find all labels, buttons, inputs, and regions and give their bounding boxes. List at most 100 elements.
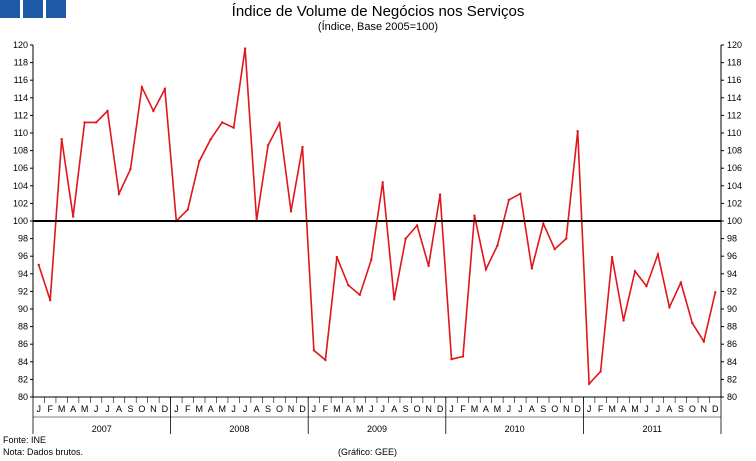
data-point xyxy=(243,47,247,50)
y-tick-label-left: 120 xyxy=(13,40,28,50)
y-tick-label-left: 112 xyxy=(14,110,28,120)
data-point xyxy=(209,137,212,141)
data-point xyxy=(622,319,625,322)
data-point xyxy=(232,126,235,129)
logo-block xyxy=(23,0,43,18)
data-point xyxy=(668,306,671,309)
data-point xyxy=(152,109,155,113)
x-tick-label-month: O xyxy=(138,404,145,414)
x-tick-label-month: J xyxy=(380,404,385,414)
y-tick-label-left: 102 xyxy=(13,198,28,208)
data-point xyxy=(473,214,476,217)
x-tick-label-month: M xyxy=(218,404,226,414)
x-tick-label-month: F xyxy=(47,404,53,414)
y-tick-label-left: 94 xyxy=(18,269,28,279)
y-tick-label-left: 116 xyxy=(14,75,28,85)
data-point xyxy=(301,145,304,149)
x-tick-label-month: O xyxy=(276,404,283,414)
x-tick-label-month: A xyxy=(345,404,351,414)
data-point xyxy=(37,263,40,267)
data-point xyxy=(530,267,533,270)
y-tick-label-left: 110 xyxy=(14,128,28,138)
data-point xyxy=(404,237,407,240)
data-point xyxy=(645,284,648,288)
data-point xyxy=(610,255,614,259)
data-point xyxy=(679,281,683,284)
x-tick-label-month: S xyxy=(678,404,684,414)
x-tick-label-month: S xyxy=(403,404,409,414)
data-point xyxy=(94,121,98,124)
x-tick-label-month: N xyxy=(288,404,295,414)
x-tick-label-month: M xyxy=(494,404,502,414)
logo-block xyxy=(46,0,66,18)
x-tick-label-month: J xyxy=(369,404,374,414)
x-tick-label-month: S xyxy=(127,404,133,414)
data-point xyxy=(106,109,109,113)
x-tick-label-month: J xyxy=(231,404,236,414)
x-tick-label-month: J xyxy=(656,404,661,414)
x-tick-label-month: M xyxy=(58,404,66,414)
x-tick-label-month: N xyxy=(701,404,708,414)
data-point xyxy=(542,222,545,225)
data-point xyxy=(381,181,384,184)
chart-subtitle: (Índice, Base 2005=100) xyxy=(317,21,439,33)
x-tick-label-month: M xyxy=(631,404,639,414)
data-point xyxy=(71,215,75,218)
y-tick-label-right: 110 xyxy=(727,128,741,138)
x-tick-label-month: J xyxy=(312,404,317,414)
y-tick-label-right: 120 xyxy=(727,40,742,50)
x-tick-label-month: D xyxy=(437,404,444,414)
x-tick-label-month: M xyxy=(356,404,364,414)
y-tick-label-left: 88 xyxy=(18,322,28,332)
x-tick-label-month: D xyxy=(574,404,581,414)
data-point xyxy=(461,355,465,358)
x-tick-label-month: S xyxy=(540,404,546,414)
y-tick-label-left: 84 xyxy=(18,357,28,367)
y-tick-label-right: 84 xyxy=(727,357,737,367)
data-point xyxy=(484,268,488,271)
x-tick-label-month: O xyxy=(551,404,558,414)
data-point xyxy=(553,247,556,251)
y-tick-label-right: 94 xyxy=(727,269,737,279)
data-point xyxy=(507,198,511,202)
y-tick-label-left: 82 xyxy=(18,374,28,384)
y-tick-label-left: 108 xyxy=(13,146,28,156)
data-point xyxy=(370,258,373,261)
x-tick-label-month: O xyxy=(689,404,696,414)
x-tick-label-month: A xyxy=(391,404,397,414)
data-point xyxy=(198,159,201,163)
data-point xyxy=(358,293,361,297)
x-tick-label-month: A xyxy=(70,404,76,414)
data-point xyxy=(324,358,327,362)
x-year-label: 2011 xyxy=(643,424,662,434)
x-tick-label-month: J xyxy=(507,404,512,414)
data-point xyxy=(278,122,281,125)
x-tick-label-month: M xyxy=(81,404,89,414)
y-tick-label-left: 114 xyxy=(14,93,28,103)
logo-blocks xyxy=(0,0,66,19)
x-tick-label-month: A xyxy=(254,404,260,414)
data-point xyxy=(599,370,602,373)
x-tick-label-month: S xyxy=(265,404,271,414)
y-tick-label-left: 104 xyxy=(13,181,28,191)
x-tick-label-month: A xyxy=(621,404,627,414)
x-tick-label-month: J xyxy=(36,404,41,414)
y-tick-label-right: 112 xyxy=(727,110,741,120)
data-point xyxy=(496,244,499,247)
x-tick-label-month: F xyxy=(185,404,191,414)
x-tick-label-month: A xyxy=(208,404,214,414)
x-year-label: 2007 xyxy=(92,424,112,434)
data-point xyxy=(117,192,121,195)
data-point xyxy=(691,321,694,325)
y-tick-label-right: 116 xyxy=(727,75,741,85)
x-tick-label-month: F xyxy=(598,404,604,414)
x-tick-label-month: J xyxy=(449,404,454,414)
data-point xyxy=(221,121,224,124)
data-point xyxy=(565,237,568,240)
x-tick-label-month: M xyxy=(471,404,479,414)
x-tick-label-month: A xyxy=(483,404,489,414)
x-tick-label-month: A xyxy=(666,404,672,414)
x-tick-label-month: J xyxy=(105,404,110,414)
y-tick-label-right: 106 xyxy=(727,163,742,173)
data-point xyxy=(335,255,339,259)
